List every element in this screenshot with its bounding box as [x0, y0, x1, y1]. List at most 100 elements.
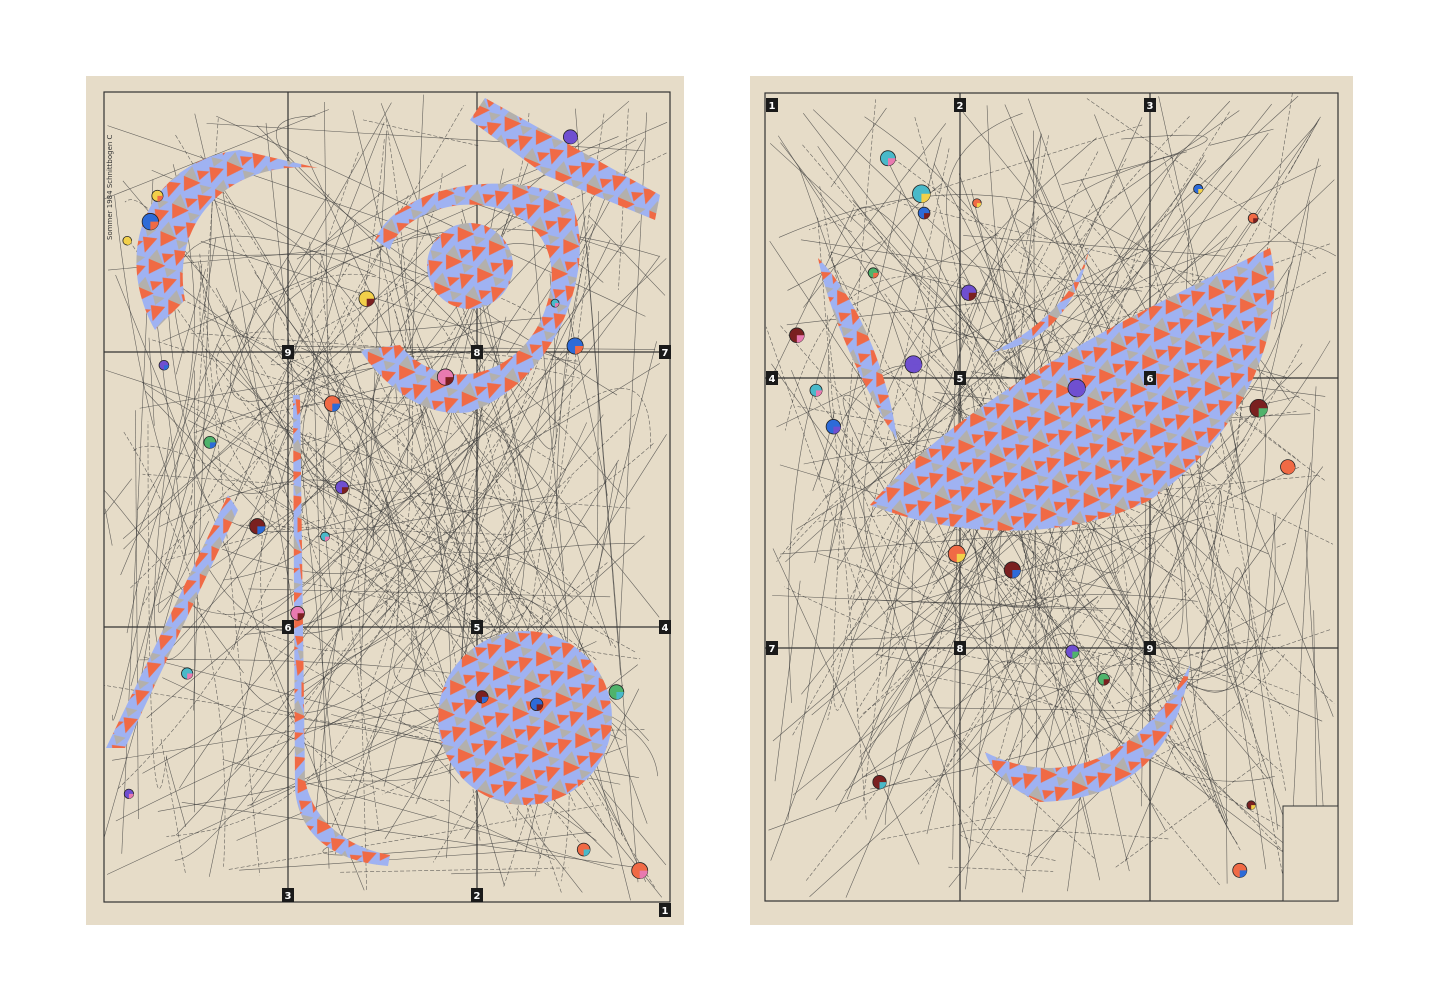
pattern-line [460, 366, 486, 668]
grid-label-box [954, 371, 966, 385]
pattern-line [990, 151, 1099, 357]
pattern-line [827, 218, 853, 233]
hook-shape [470, 98, 660, 220]
pattern-line [114, 195, 420, 634]
pattern-line [856, 110, 1231, 712]
pattern-line [103, 490, 244, 674]
pattern-line [826, 315, 1250, 667]
pattern-line [248, 588, 611, 598]
grid-label-box [766, 98, 778, 112]
pattern-line [112, 703, 458, 761]
pattern-line [276, 346, 656, 350]
pie-dot [158, 359, 170, 371]
pie-dot [249, 518, 266, 535]
pie-dot [1232, 862, 1248, 878]
pattern-line [830, 279, 973, 339]
pattern-line [1103, 462, 1311, 680]
grid-label: 2 [474, 891, 481, 902]
pattern-line [290, 531, 532, 702]
sheet-header: Sommer 1984 Schnittbogen C [106, 134, 114, 240]
pattern-line [765, 326, 869, 618]
pattern-line [200, 241, 579, 365]
pie-dot [972, 198, 982, 208]
pattern-line [139, 346, 497, 409]
pattern-line [1123, 638, 1241, 851]
pie-dot [1067, 379, 1086, 398]
pattern-line [1274, 158, 1320, 330]
pie-dot [141, 213, 159, 231]
pattern-line [443, 236, 557, 450]
pattern-line [117, 137, 385, 790]
pattern-line [104, 109, 329, 200]
pattern-line [120, 299, 237, 576]
grid-label: 6 [285, 623, 292, 634]
pattern-line [784, 387, 1243, 665]
grid-label-box [766, 371, 778, 385]
pattern-line [159, 479, 399, 855]
pattern-line [175, 601, 397, 836]
pie-dot [475, 690, 489, 704]
pattern-line [1144, 655, 1226, 692]
pattern-line [199, 253, 260, 876]
pattern-line [222, 759, 615, 870]
pattern-line [286, 389, 431, 506]
pattern-line [961, 320, 1077, 745]
pie-dot [825, 419, 842, 435]
pattern-line [132, 237, 217, 727]
pattern-line [194, 113, 237, 293]
pattern-line [850, 206, 1228, 828]
pattern-line [527, 113, 605, 632]
pattern-line [773, 207, 855, 374]
pattern-line [368, 505, 517, 747]
pattern-line [1027, 691, 1329, 853]
grid-label-box [471, 620, 483, 634]
pattern-line [239, 524, 514, 536]
pattern-line [135, 410, 139, 819]
pattern-line [605, 688, 640, 756]
pattern-line [862, 640, 1169, 778]
pattern-line [920, 674, 1210, 756]
grid-label: 2 [957, 101, 964, 112]
pattern-line [147, 421, 168, 789]
pattern-line [805, 782, 884, 881]
pattern-line [270, 152, 667, 366]
pie-dot [123, 788, 135, 799]
grid-label: 4 [769, 374, 776, 385]
pattern-line [160, 738, 186, 873]
pie-dot [530, 697, 544, 712]
pie-dot [789, 327, 805, 344]
pie-dot [608, 684, 625, 700]
pattern-line [1258, 512, 1277, 674]
pattern-line [1169, 359, 1251, 693]
pie-dot [566, 337, 584, 355]
pie-dot [151, 189, 164, 202]
pattern-line [244, 229, 482, 635]
pattern-line [785, 275, 1112, 431]
grid-label-box [766, 641, 778, 655]
pattern-line [769, 240, 1052, 665]
left-sheet: Sommer 1984 Schnittbogen C 9 8 7 6 5 4 3 2 1 [86, 76, 684, 925]
pattern-line [166, 118, 413, 837]
pattern-line [1028, 545, 1051, 627]
pattern-line [974, 551, 1104, 665]
pie-dot [576, 842, 591, 857]
pattern-line [495, 565, 555, 734]
pattern-line [435, 396, 617, 648]
pattern-line [1115, 757, 1267, 868]
grid-label-box [954, 98, 966, 112]
pie-dot [1193, 183, 1204, 195]
pattern-line [327, 243, 438, 280]
pattern-line [406, 94, 424, 469]
grid-label: 8 [474, 348, 481, 359]
pattern-line [375, 388, 651, 616]
pattern-line [565, 506, 612, 646]
pie-dot [1247, 212, 1259, 224]
grid-label-box [471, 888, 483, 902]
pattern-line [103, 478, 133, 515]
pattern-line [1086, 98, 1316, 259]
pie-dot [436, 368, 455, 386]
pattern-line [841, 521, 1299, 696]
pattern-line [1062, 646, 1237, 678]
pattern-line [103, 262, 268, 838]
grid-label-box [471, 345, 483, 359]
